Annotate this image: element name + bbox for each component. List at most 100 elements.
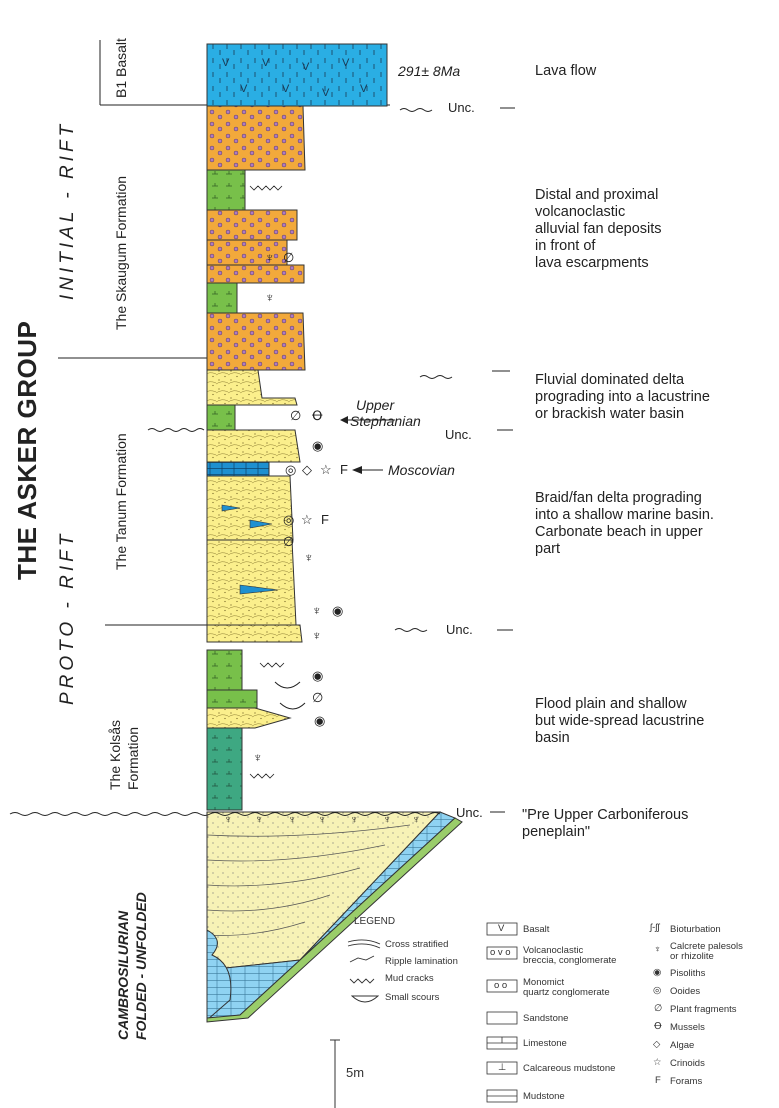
legend-title: LEGEND	[354, 916, 396, 927]
legend-scale-bar	[330, 1039, 340, 1108]
crinoid-icon: ☆	[301, 512, 313, 527]
unc-label-2: Unc.	[445, 427, 472, 442]
layer-skaugum-volcanic-top	[206, 105, 306, 171]
pisolith-icon: ◉	[312, 668, 323, 683]
layer-tanum-sand-5	[206, 624, 303, 643]
legend-fossil-1: Calcrete palesols or rhizolite	[670, 941, 743, 962]
svg-text:V: V	[240, 83, 248, 95]
unc-label-1: Unc.	[448, 100, 475, 115]
svg-text:V: V	[322, 87, 330, 99]
desc-kolsas: Flood plain and shallow but wide-spread …	[535, 696, 705, 746]
layer-tanum-mud	[206, 404, 236, 431]
unc-label-4: Unc.	[456, 805, 483, 820]
formation-skaugum: The Skaugum Formation	[113, 175, 129, 330]
svg-text:♆: ♆	[350, 814, 358, 826]
foram-icon: F	[321, 512, 329, 527]
layer-kolsas-mud-2	[206, 689, 258, 709]
legend-fossil-5: Mussels	[670, 1022, 705, 1033]
svg-text:♆: ♆	[318, 814, 326, 826]
formation-tanum: The Tanum Formation	[113, 433, 129, 570]
formation-kolsas-1: The Kolsås	[107, 719, 123, 790]
layer-skaugum-mud-2	[206, 282, 238, 314]
formation-b1-basalt: B1 Basalt	[113, 38, 129, 98]
layer-tanum-sand-3	[206, 475, 294, 541]
mussel-icon: Ꝋ	[312, 408, 323, 423]
fossil-symbol-2: ◉	[653, 967, 662, 978]
svg-text:♆: ♆	[288, 814, 296, 826]
fossil-symbol-7: ☆	[653, 1057, 662, 1068]
rhizolite-icon: ♆	[253, 750, 263, 765]
algae-icon: ◇	[302, 462, 312, 477]
layer-tanum-sand-top	[206, 369, 298, 406]
rhizolite-icon: ♆	[312, 603, 322, 618]
column-symbols: ♆ ∅ ♆ ∅ Ꝋ ◉ ◎ ◇ ☆ F ◎ ☆ F ∅ ♆ ♆ ◉ ♆ ◉ ∅ ◉ ♆	[253, 250, 348, 765]
ooid-icon: ◎	[283, 512, 294, 527]
layer-kolsas-mud-1	[206, 649, 243, 691]
pisolith-icon: ◉	[332, 603, 343, 618]
plant-fragment-icon: ∅	[283, 534, 294, 549]
layer-tanum-lime-lens-2	[249, 519, 273, 529]
plant-fragment-icon: ∅	[312, 690, 323, 705]
lith-symbol-1: o v o	[490, 947, 511, 958]
basement-limestone-lower	[206, 929, 232, 1022]
layer-kolsas-green	[206, 727, 243, 811]
svg-text:♆: ♆	[383, 814, 391, 826]
desc-skaugum: Distal and proximal volcanoclastic alluv…	[535, 187, 662, 271]
group-title: THE ASKER GROUP	[12, 320, 42, 580]
layer-skaugum-volcanic-base	[206, 312, 306, 371]
small-scour-icons	[274, 681, 306, 710]
age-moscovian: Moscovian	[388, 462, 455, 478]
legend-structure-2: Mud cracks	[385, 973, 434, 984]
fossil-symbol-0: ʃ-ʃʃ	[650, 922, 660, 933]
legend-fossil-8: Forams	[670, 1076, 703, 1087]
unc-label-3: Unc.	[446, 622, 473, 637]
ooid-icon: ◎	[285, 462, 296, 477]
layer-kolsas-sand	[206, 707, 292, 729]
layer-skaugum-volcanic-3	[206, 239, 288, 266]
legend-structure-3: Small scours	[385, 992, 440, 1003]
age-upper-stephanian-1: Upper	[356, 397, 395, 413]
lith-symbol-0: V	[498, 923, 505, 934]
pisolith-icon: ◉	[314, 713, 325, 728]
unconformity-lines	[9, 107, 515, 816]
age-upper-stephanian-2: Stephanian	[350, 413, 421, 429]
layer-tanum-sand-4	[206, 539, 297, 626]
legend-scale-label: 5m	[346, 1065, 365, 1080]
svg-text:V: V	[302, 61, 310, 73]
legend-lith-3: Sandstone	[523, 1013, 569, 1024]
fossil-symbol-3: ◎	[653, 985, 662, 996]
svg-text:V: V	[222, 57, 230, 69]
plant-fragment-icon: ∅	[283, 250, 294, 265]
rhizolite-icon: ♆	[265, 250, 275, 265]
mud-crack-icons	[249, 185, 285, 779]
fossil-symbol-8: F	[655, 1075, 661, 1086]
legend-lith-6: Mudstone	[523, 1091, 565, 1102]
fossil-symbol-5: Ꝋ	[654, 1021, 662, 1032]
fossil-symbol-6: ◇	[653, 1039, 661, 1050]
desc-lava: Lava flow	[535, 63, 597, 79]
formation-kolsas-2: Formation	[125, 726, 141, 790]
desc-peneplain: "Pre Upper Carboniferous peneplain"	[522, 807, 689, 840]
pisolith-icon: ◉	[312, 438, 323, 453]
plant-fragment-icon: ∅	[290, 408, 301, 423]
rhizolite-icon: ♆	[304, 550, 314, 565]
calcrete-peneplain-icons: ♆ ♆ ♆ ♆ ♆ ♆ ♆	[224, 814, 420, 826]
layer-basalt	[206, 43, 388, 107]
rhizolite-icon: ♆	[265, 290, 275, 305]
basement-green-edge	[206, 817, 463, 1023]
legend-fossil-4: Plant fragments	[670, 1004, 737, 1015]
layer-tanum-sand-2	[206, 429, 301, 463]
legend-lith-5: Calcareous mudstone	[523, 1063, 616, 1074]
crinoid-icon: ☆	[320, 462, 332, 477]
layer-tanum-lime-lens-1	[221, 504, 241, 512]
legend-structure-icons	[347, 939, 381, 1003]
phase-initial-rift: INITIAL - RIFT	[57, 120, 78, 300]
lith-symbol-2: o o	[494, 980, 508, 991]
layer-skaugum-volcanic-2	[206, 209, 298, 241]
svg-text:V: V	[262, 57, 270, 69]
legend-lith-2: Monomict quartz conglomerate	[523, 977, 610, 998]
legend-fossil-7: Crinoids	[670, 1058, 705, 1069]
svg-text:♆: ♆	[224, 814, 232, 826]
layer-tanum-limestone	[206, 461, 270, 477]
legend-lith-1: Volcanoclastic breccia, conglomerate	[523, 945, 617, 966]
